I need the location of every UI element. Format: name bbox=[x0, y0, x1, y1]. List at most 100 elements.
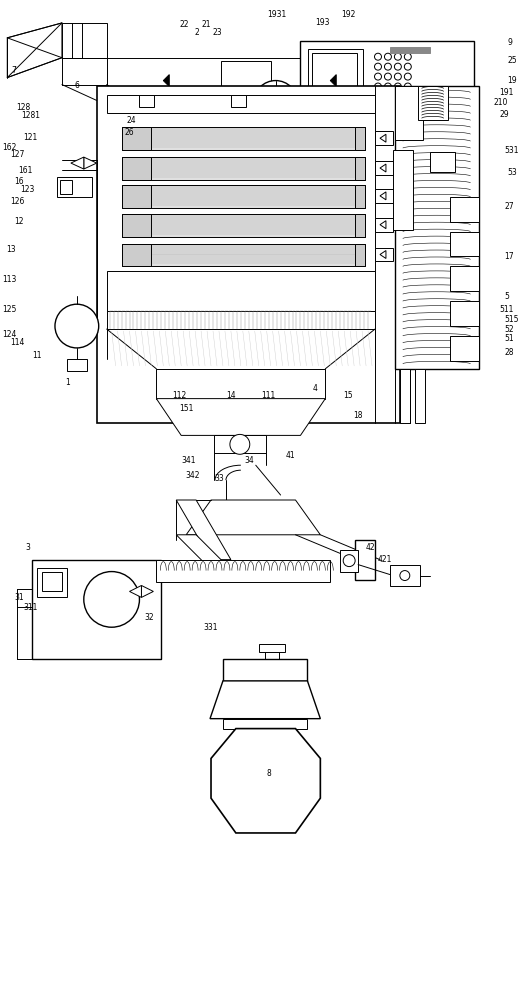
Text: 52: 52 bbox=[504, 325, 514, 334]
Polygon shape bbox=[84, 157, 97, 169]
Bar bbox=[375, 218, 393, 232]
Bar bbox=[57, 177, 92, 197]
Circle shape bbox=[103, 98, 130, 126]
Text: 7: 7 bbox=[11, 66, 16, 75]
Text: 13: 13 bbox=[7, 245, 16, 254]
Circle shape bbox=[375, 73, 381, 80]
Bar bbox=[140, 95, 154, 107]
Circle shape bbox=[375, 53, 381, 60]
Text: 41: 41 bbox=[286, 451, 295, 460]
Bar bbox=[97, 86, 400, 423]
Circle shape bbox=[254, 81, 297, 124]
Circle shape bbox=[268, 94, 283, 110]
Bar bbox=[450, 232, 479, 256]
Bar bbox=[121, 157, 152, 180]
Text: 53: 53 bbox=[507, 168, 517, 177]
Bar bbox=[355, 127, 365, 150]
Circle shape bbox=[343, 555, 355, 567]
Text: 16: 16 bbox=[15, 177, 24, 186]
Bar bbox=[415, 369, 425, 423]
Text: 15: 15 bbox=[343, 391, 353, 400]
Polygon shape bbox=[380, 164, 386, 172]
Bar bbox=[221, 61, 270, 100]
Bar bbox=[62, 23, 107, 58]
Polygon shape bbox=[163, 75, 169, 87]
Polygon shape bbox=[330, 75, 336, 87]
Circle shape bbox=[55, 304, 98, 348]
Text: 124: 124 bbox=[2, 330, 16, 339]
Text: 162: 162 bbox=[2, 143, 16, 152]
Bar bbox=[37, 568, 67, 597]
Text: 114: 114 bbox=[10, 338, 24, 347]
Text: 515: 515 bbox=[504, 315, 519, 324]
Bar bbox=[450, 197, 479, 222]
Text: 33: 33 bbox=[214, 474, 224, 483]
Circle shape bbox=[375, 63, 381, 70]
Bar bbox=[355, 540, 375, 580]
Text: 128: 128 bbox=[16, 103, 30, 112]
Text: 19: 19 bbox=[507, 76, 517, 85]
Polygon shape bbox=[141, 585, 153, 597]
Bar bbox=[355, 214, 365, 237]
Bar bbox=[67, 359, 87, 371]
Bar bbox=[355, 244, 365, 266]
Text: 28: 28 bbox=[504, 348, 514, 357]
Polygon shape bbox=[211, 729, 320, 833]
Bar bbox=[395, 86, 423, 140]
Bar bbox=[156, 560, 330, 582]
Text: 151: 151 bbox=[179, 404, 193, 413]
Bar bbox=[32, 560, 162, 659]
Bar bbox=[375, 161, 393, 175]
Bar bbox=[390, 47, 430, 53]
Bar bbox=[231, 95, 246, 107]
Bar bbox=[156, 369, 325, 399]
Bar bbox=[430, 152, 454, 172]
Text: 32: 32 bbox=[145, 613, 154, 622]
Bar bbox=[107, 311, 375, 329]
Text: 123: 123 bbox=[20, 185, 34, 194]
Bar bbox=[450, 301, 479, 326]
Bar bbox=[223, 719, 307, 729]
Text: 125: 125 bbox=[2, 305, 16, 314]
Bar bbox=[375, 189, 393, 203]
Text: 1931: 1931 bbox=[267, 10, 286, 19]
Bar bbox=[121, 244, 152, 266]
Circle shape bbox=[394, 93, 401, 100]
Text: 5: 5 bbox=[504, 292, 509, 301]
Text: 14: 14 bbox=[226, 391, 235, 400]
Bar bbox=[121, 214, 152, 237]
Text: 331: 331 bbox=[204, 623, 218, 632]
Text: 1: 1 bbox=[65, 378, 70, 387]
Bar bbox=[121, 157, 365, 180]
Polygon shape bbox=[380, 221, 386, 229]
Text: 9: 9 bbox=[507, 38, 512, 47]
Polygon shape bbox=[176, 535, 231, 570]
Bar bbox=[393, 150, 413, 230]
Text: 26: 26 bbox=[125, 128, 134, 137]
Text: 17: 17 bbox=[504, 252, 514, 261]
Text: 27: 27 bbox=[504, 202, 514, 211]
Bar bbox=[121, 127, 152, 150]
Text: 51: 51 bbox=[504, 334, 514, 343]
Bar bbox=[308, 49, 363, 103]
Bar bbox=[214, 435, 266, 453]
Bar bbox=[121, 185, 152, 208]
Circle shape bbox=[404, 53, 411, 60]
Text: 511: 511 bbox=[499, 305, 514, 314]
Text: 31: 31 bbox=[15, 593, 24, 602]
Text: 113: 113 bbox=[2, 275, 16, 284]
Bar bbox=[121, 185, 365, 208]
Circle shape bbox=[384, 83, 391, 90]
Text: 11: 11 bbox=[32, 351, 42, 360]
Circle shape bbox=[394, 53, 401, 60]
Bar bbox=[340, 550, 358, 572]
Text: 29: 29 bbox=[499, 110, 509, 119]
Text: 22: 22 bbox=[179, 20, 189, 29]
Circle shape bbox=[394, 83, 401, 90]
Text: 161: 161 bbox=[18, 166, 32, 175]
Bar bbox=[355, 185, 365, 208]
Bar bbox=[107, 95, 375, 113]
Text: 1281: 1281 bbox=[21, 111, 40, 120]
Polygon shape bbox=[130, 585, 141, 597]
Polygon shape bbox=[176, 500, 231, 560]
